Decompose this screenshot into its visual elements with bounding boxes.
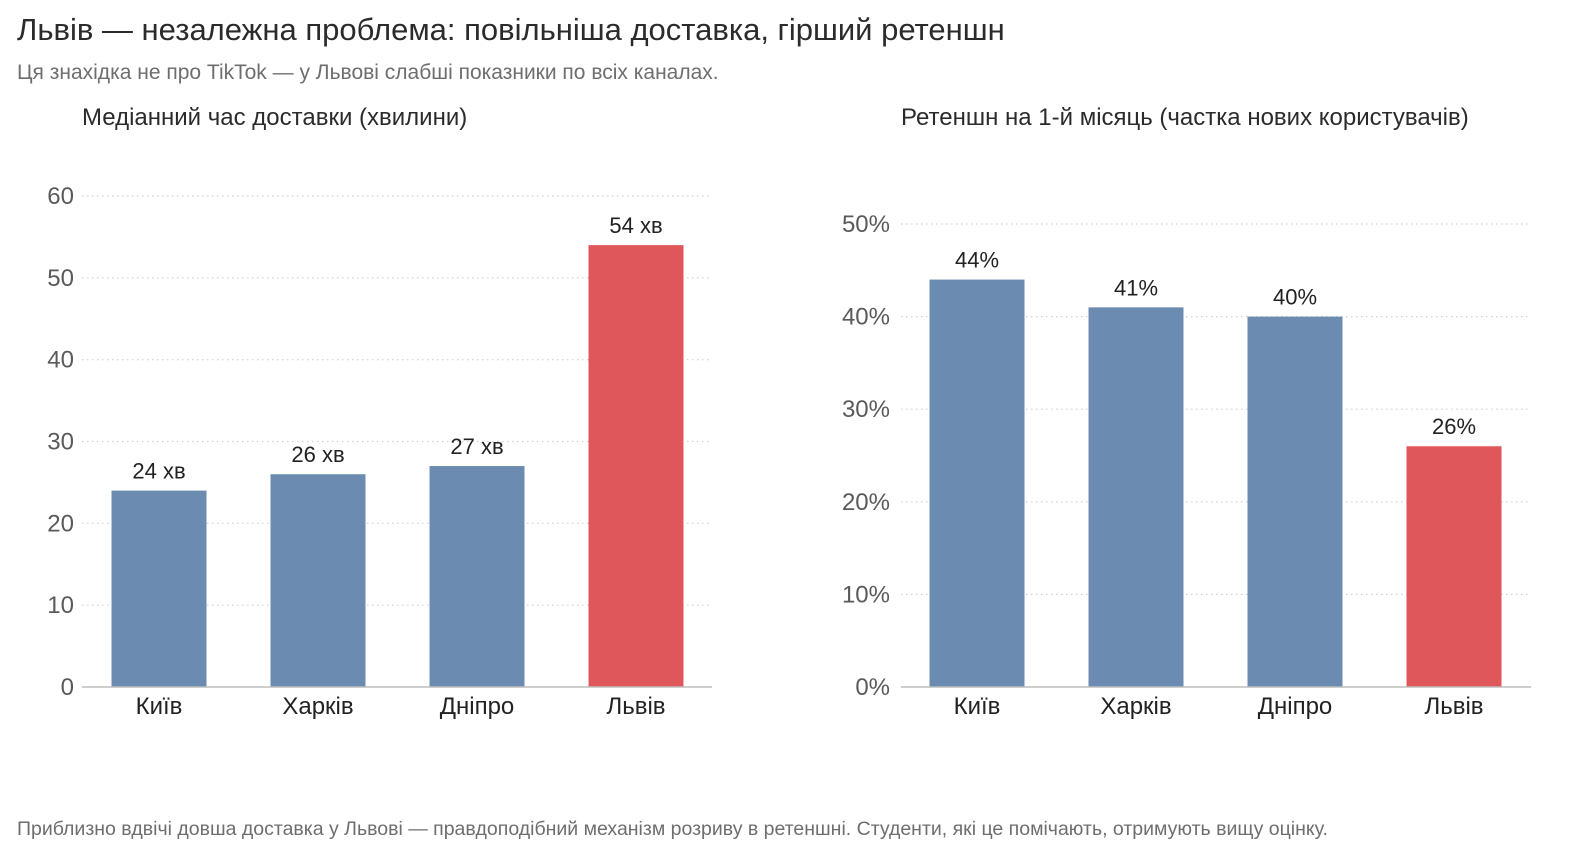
data-label: 41%	[1114, 275, 1158, 300]
data-label: 26 хв	[291, 442, 344, 467]
x-tick-label: Дніпро	[440, 693, 515, 720]
y-tick-label: 30%	[842, 396, 890, 423]
page-subtitle: Ця знахідка не про TikTok — у Львові сла…	[17, 61, 719, 84]
bar-Дніпро	[1247, 316, 1343, 687]
y-tick-label: 60	[47, 183, 74, 210]
footnote: Приблизно вдвічі довша доставка у Львові…	[17, 818, 1328, 840]
y-tick-label: 20	[47, 510, 74, 537]
data-label: 26%	[1432, 414, 1476, 439]
y-tick-label: 20%	[842, 489, 890, 516]
chart-1-title: Медіанний час доставки (хвилини)	[82, 104, 467, 131]
bar-Львів	[1406, 446, 1502, 687]
bar-Київ	[929, 279, 1025, 687]
x-tick-label: Харків	[282, 693, 353, 720]
bar-Харків	[270, 474, 366, 687]
data-label: 44%	[955, 248, 999, 273]
x-tick-label: Харків	[1100, 693, 1171, 720]
chart-2-title: Ретеншн на 1-й місяць (частка нових кори…	[901, 104, 1469, 131]
x-tick-label: Львів	[1424, 693, 1483, 720]
x-tick-label: Львів	[606, 693, 665, 720]
y-tick-label: 50%	[842, 211, 890, 238]
y-tick-label: 0	[61, 674, 74, 701]
y-tick-label: 0%	[855, 674, 890, 701]
page-title: Львів — незалежна проблема: повільніша д…	[17, 12, 1005, 47]
y-tick-label: 10%	[842, 581, 890, 608]
y-tick-label: 30	[47, 429, 74, 456]
bar-Дніпро	[429, 466, 525, 687]
x-tick-label: Київ	[954, 693, 1001, 720]
data-label: 27 хв	[450, 434, 503, 459]
y-tick-label: 10	[47, 592, 74, 619]
data-label: 54 хв	[609, 213, 662, 238]
bar-Харків	[1088, 307, 1184, 687]
data-label: 40%	[1273, 285, 1317, 310]
x-tick-label: Київ	[136, 693, 183, 720]
bar-Київ	[111, 490, 207, 687]
x-tick-label: Дніпро	[1258, 693, 1333, 720]
y-tick-label: 50	[47, 265, 74, 292]
y-tick-label: 40%	[842, 304, 890, 331]
bar-Львів	[588, 245, 684, 687]
y-tick-label: 40	[47, 347, 74, 374]
data-label: 24 хв	[132, 459, 185, 484]
